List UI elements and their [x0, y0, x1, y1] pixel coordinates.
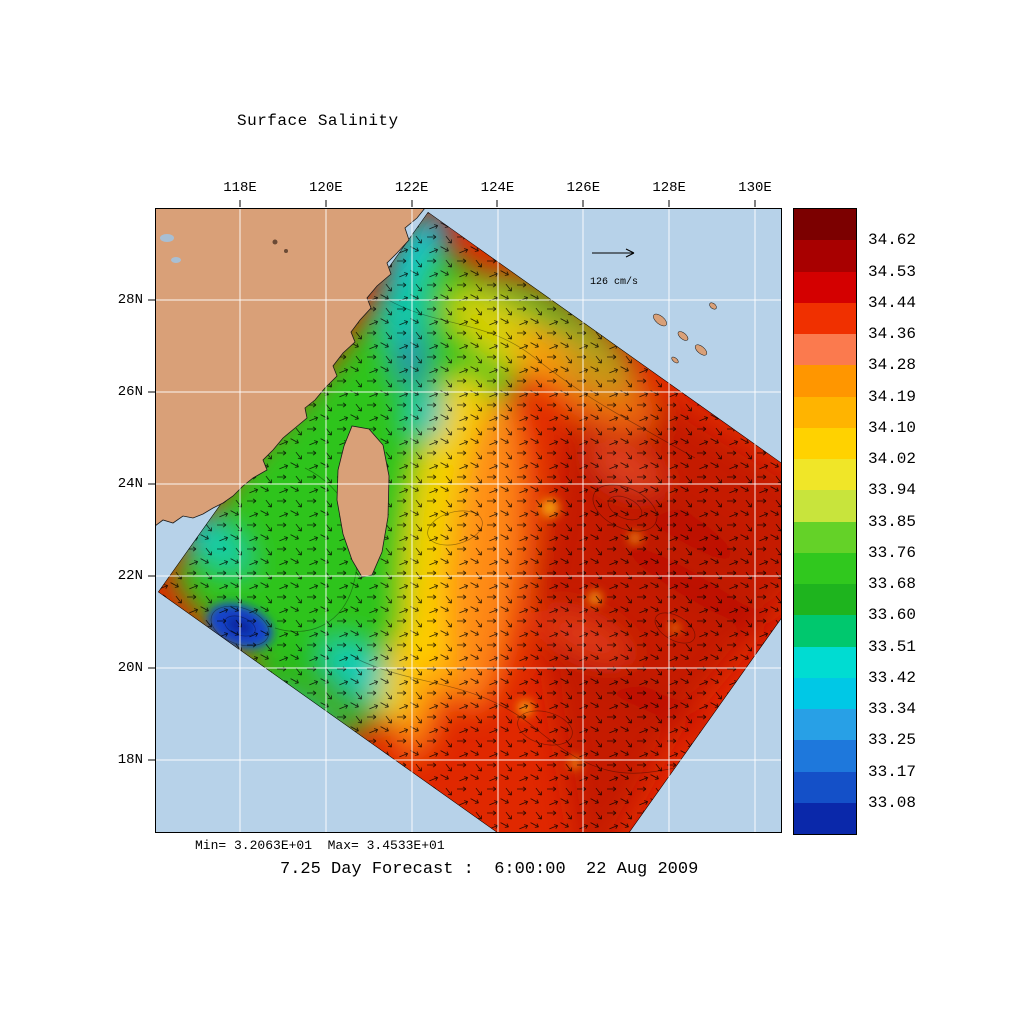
lon-tick-label: 130E: [738, 180, 772, 196]
colorbar-cell: [794, 490, 856, 522]
colorbar-tick-label: 34.62: [868, 231, 917, 250]
china-coastline: [154, 207, 426, 527]
colorbar-cell: [794, 459, 856, 491]
colorbar-tick-label: 33.17: [868, 762, 917, 781]
colorbar-cell: [794, 271, 856, 303]
coastal-islets: [272, 239, 288, 253]
lat-tick-mark: [148, 299, 155, 301]
colorbar-cell: [794, 365, 856, 397]
colorbar-tick-label: 34.53: [868, 262, 917, 281]
reference-arrow-label: 126 cm/s: [590, 276, 638, 288]
lon-tick-mark: [496, 200, 498, 207]
lat-tick-label: 28N: [117, 292, 143, 308]
lat-tick-mark: [148, 391, 155, 393]
colorbar-cell: [794, 584, 856, 616]
colorbar-tick-label: 34.44: [868, 293, 917, 312]
minmax-label: Min= 3.2063E+01 Max= 3.4533E+01: [195, 838, 445, 853]
colorbar-tick-label: 34.10: [868, 418, 917, 437]
colorbar-cell: [794, 552, 856, 584]
colorbar-tick-label: 34.36: [868, 325, 917, 343]
colorbar-cell: [794, 396, 856, 428]
lon-tick-mark: [325, 200, 327, 207]
colorbar-tick-label: 33.60: [868, 606, 917, 625]
graticule: [155, 208, 782, 833]
figure-title: Surface Salinity: [237, 112, 399, 130]
colorbar-tick-label: 34.19: [868, 387, 917, 406]
colorbar-cell: [794, 209, 856, 241]
colorbar-tick-label: 33.51: [868, 637, 917, 656]
colorbar-tick-label: 33.85: [868, 512, 917, 531]
lon-tick-mark: [754, 200, 756, 207]
colorbar-cell: [794, 740, 856, 772]
lat-tick-mark: [148, 667, 155, 669]
colorbar-tick-label: 33.08: [868, 793, 917, 812]
lat-tick-label: 18N: [117, 752, 143, 768]
lakes: [160, 234, 181, 263]
lon-tick-mark: [668, 200, 670, 207]
lat-tick-mark: [148, 759, 155, 761]
lon-tick-label: 126E: [566, 180, 601, 196]
forecast-caption: 7.25 Day Forecast : 6:00:00 22 Aug 2009: [280, 860, 699, 879]
colorbar-cell: [794, 677, 856, 709]
colorbar-tick-label: 33.25: [868, 731, 917, 750]
colorbar-tick-label: 33.76: [868, 543, 917, 562]
colorbar-tick-label: 33.34: [868, 700, 917, 718]
map-canvas: 126 cm/s: [154, 207, 855, 895]
lon-tick-mark: [582, 200, 584, 207]
map-plot: 126 cm/s: [154, 207, 855, 895]
lat-tick-label: 22N: [117, 568, 143, 584]
colorbar-tick-label: 33.94: [868, 481, 917, 500]
lat-tick-mark: [148, 575, 155, 577]
lat-tick-label: 24N: [117, 476, 143, 492]
reference-arrow: 126 cm/s: [590, 248, 638, 288]
colorbar-cell: [794, 615, 856, 647]
colorbar-cell: [794, 427, 856, 459]
colorbar-cell: [794, 240, 856, 272]
land-masses: [154, 207, 717, 578]
colorbar-tick-label: 33.68: [868, 575, 917, 593]
colorbar-cell: [794, 771, 856, 803]
lat-tick-label: 26N: [117, 384, 143, 400]
lon-tick-label: 120E: [309, 180, 343, 196]
lon-tick-label: 124E: [480, 180, 515, 196]
colorbar-cell: [794, 302, 856, 334]
ryukyu-islands: [653, 302, 717, 364]
colorbar-tick-label: 34.02: [868, 450, 917, 468]
colorbar-tick-label: 33.42: [868, 668, 917, 687]
lon-tick-label: 128E: [652, 180, 686, 196]
lat-tick-mark: [148, 483, 155, 485]
lon-tick-mark: [239, 200, 241, 207]
lon-tick-label: 118E: [223, 180, 257, 196]
colorbar-cell: [794, 521, 856, 553]
current-vector-field: [158, 212, 855, 895]
colorbar: [793, 208, 857, 835]
colorbar-cell: [794, 709, 856, 741]
lon-tick-mark: [411, 200, 413, 207]
lat-tick-label: 20N: [117, 660, 143, 676]
colorbar-tick-label: 34.28: [868, 356, 917, 375]
colorbar-cell: [794, 334, 856, 366]
lon-tick-label: 122E: [394, 180, 429, 196]
plot-frame: [155, 208, 782, 833]
colorbar-cell: [794, 646, 856, 678]
colorbar-cell: [794, 802, 856, 834]
